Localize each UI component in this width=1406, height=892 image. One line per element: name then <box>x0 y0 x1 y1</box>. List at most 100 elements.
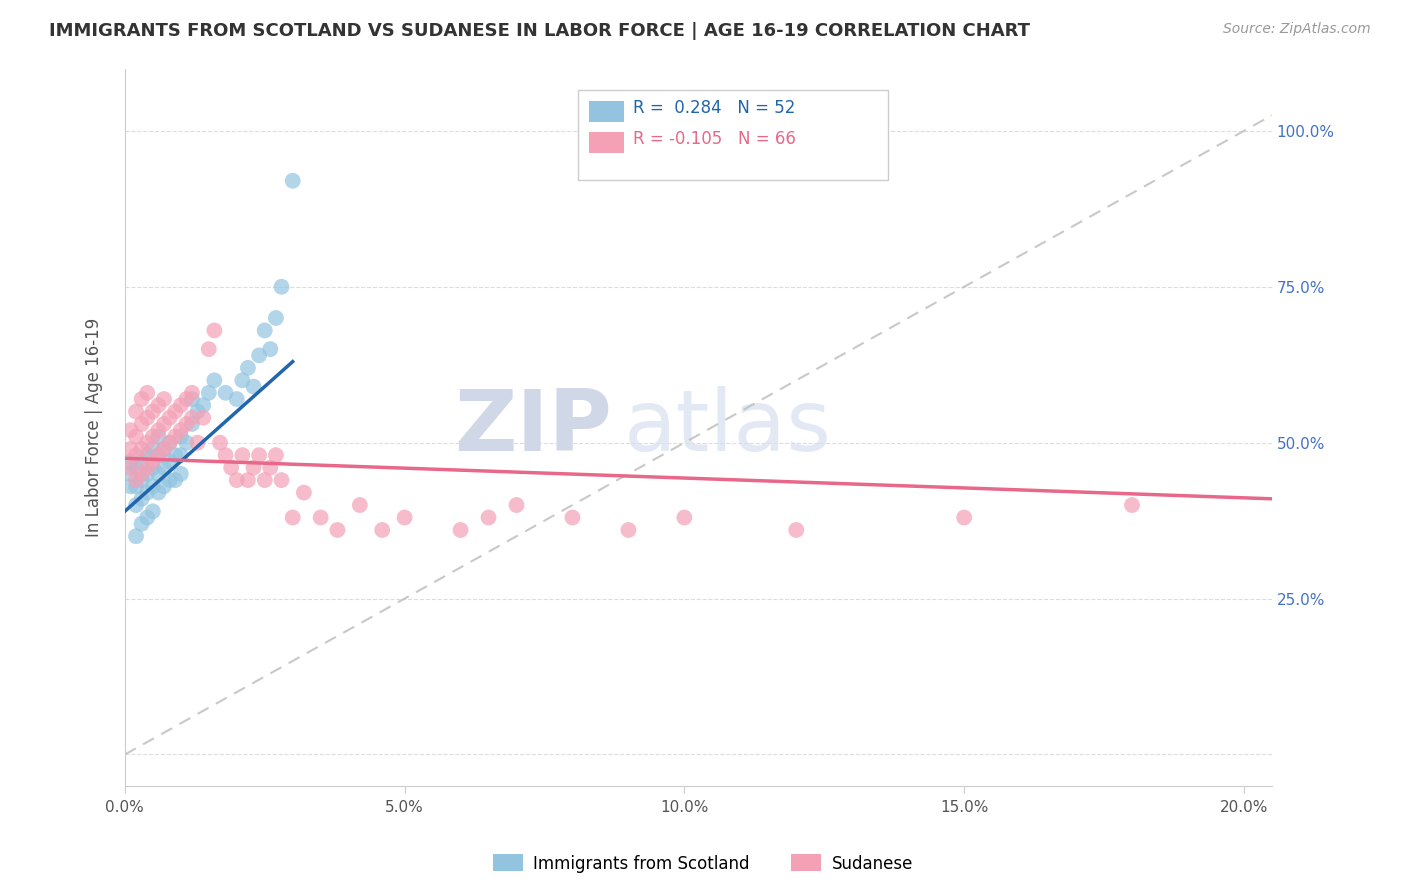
Point <box>176 392 198 406</box>
Point <box>131 442 153 456</box>
Point <box>785 523 807 537</box>
Point <box>142 404 165 418</box>
Point <box>505 498 527 512</box>
Point <box>253 473 276 487</box>
Point <box>231 448 253 462</box>
Point <box>125 529 148 543</box>
Point <box>165 404 187 418</box>
Bar <box>578 90 887 179</box>
Point <box>231 373 253 387</box>
Point <box>159 473 181 487</box>
Point <box>181 385 204 400</box>
Text: R =  0.284   N = 52: R = 0.284 N = 52 <box>633 99 796 117</box>
Point <box>236 360 259 375</box>
Point <box>170 423 193 437</box>
Point <box>191 410 214 425</box>
Point <box>125 479 148 493</box>
Point <box>202 323 225 337</box>
Point <box>270 280 292 294</box>
Point <box>159 454 181 468</box>
Point <box>208 435 231 450</box>
Point <box>142 479 165 493</box>
Point <box>136 460 159 475</box>
Point <box>264 448 287 462</box>
Point <box>371 523 394 537</box>
Text: R = -0.105   N = 66: R = -0.105 N = 66 <box>633 130 796 148</box>
Point <box>142 504 165 518</box>
Point <box>247 348 270 362</box>
Text: ZIP: ZIP <box>454 385 613 468</box>
Point <box>159 435 181 450</box>
Point <box>125 429 148 443</box>
Point <box>264 310 287 325</box>
Point <box>202 373 225 387</box>
Point <box>214 448 236 462</box>
Point <box>131 417 153 431</box>
Point <box>148 485 170 500</box>
Point <box>326 523 349 537</box>
Point <box>136 467 159 481</box>
Point <box>125 498 148 512</box>
Point <box>181 410 204 425</box>
Point <box>214 385 236 400</box>
Point <box>148 467 170 481</box>
Point <box>225 392 247 406</box>
Point <box>142 429 165 443</box>
Point <box>165 473 187 487</box>
Point <box>142 454 165 468</box>
Point <box>309 510 332 524</box>
Legend: Immigrants from Scotland, Sudanese: Immigrants from Scotland, Sudanese <box>486 847 920 880</box>
Point <box>131 454 153 468</box>
Point <box>197 385 219 400</box>
Point <box>259 342 281 356</box>
Point <box>349 498 371 512</box>
Point <box>176 435 198 450</box>
Point <box>191 398 214 412</box>
Point <box>394 510 416 524</box>
Point <box>136 385 159 400</box>
Point <box>165 429 187 443</box>
Point <box>136 485 159 500</box>
Bar <box>589 101 624 122</box>
Point <box>148 423 170 437</box>
Bar <box>589 132 624 153</box>
Point <box>153 442 176 456</box>
Point <box>181 417 204 431</box>
Point <box>225 473 247 487</box>
Point <box>125 460 148 475</box>
Point <box>236 473 259 487</box>
Point <box>153 392 176 406</box>
Point <box>187 404 209 418</box>
Point <box>170 448 193 462</box>
Point <box>153 460 176 475</box>
Point <box>120 479 142 493</box>
Point <box>165 448 187 462</box>
Point <box>148 448 170 462</box>
Point <box>561 510 583 524</box>
Text: atlas: atlas <box>624 385 832 468</box>
Point <box>136 435 159 450</box>
Point <box>170 467 193 481</box>
Point <box>292 485 315 500</box>
Point <box>617 523 640 537</box>
Text: Source: ZipAtlas.com: Source: ZipAtlas.com <box>1223 22 1371 37</box>
Point <box>136 510 159 524</box>
Point <box>131 491 153 506</box>
Point <box>131 392 153 406</box>
Point <box>270 473 292 487</box>
Point <box>148 429 170 443</box>
Point <box>187 435 209 450</box>
Point <box>450 523 472 537</box>
Point <box>131 516 153 531</box>
Point <box>148 448 170 462</box>
Point <box>148 398 170 412</box>
Point <box>477 510 499 524</box>
Point <box>159 435 181 450</box>
Y-axis label: In Labor Force | Age 16-19: In Labor Force | Age 16-19 <box>86 318 103 537</box>
Point <box>170 429 193 443</box>
Point <box>953 510 976 524</box>
Point <box>142 460 165 475</box>
Point <box>673 510 696 524</box>
Point <box>136 448 159 462</box>
Text: IMMIGRANTS FROM SCOTLAND VS SUDANESE IN LABOR FORCE | AGE 16-19 CORRELATION CHAR: IMMIGRANTS FROM SCOTLAND VS SUDANESE IN … <box>49 22 1031 40</box>
